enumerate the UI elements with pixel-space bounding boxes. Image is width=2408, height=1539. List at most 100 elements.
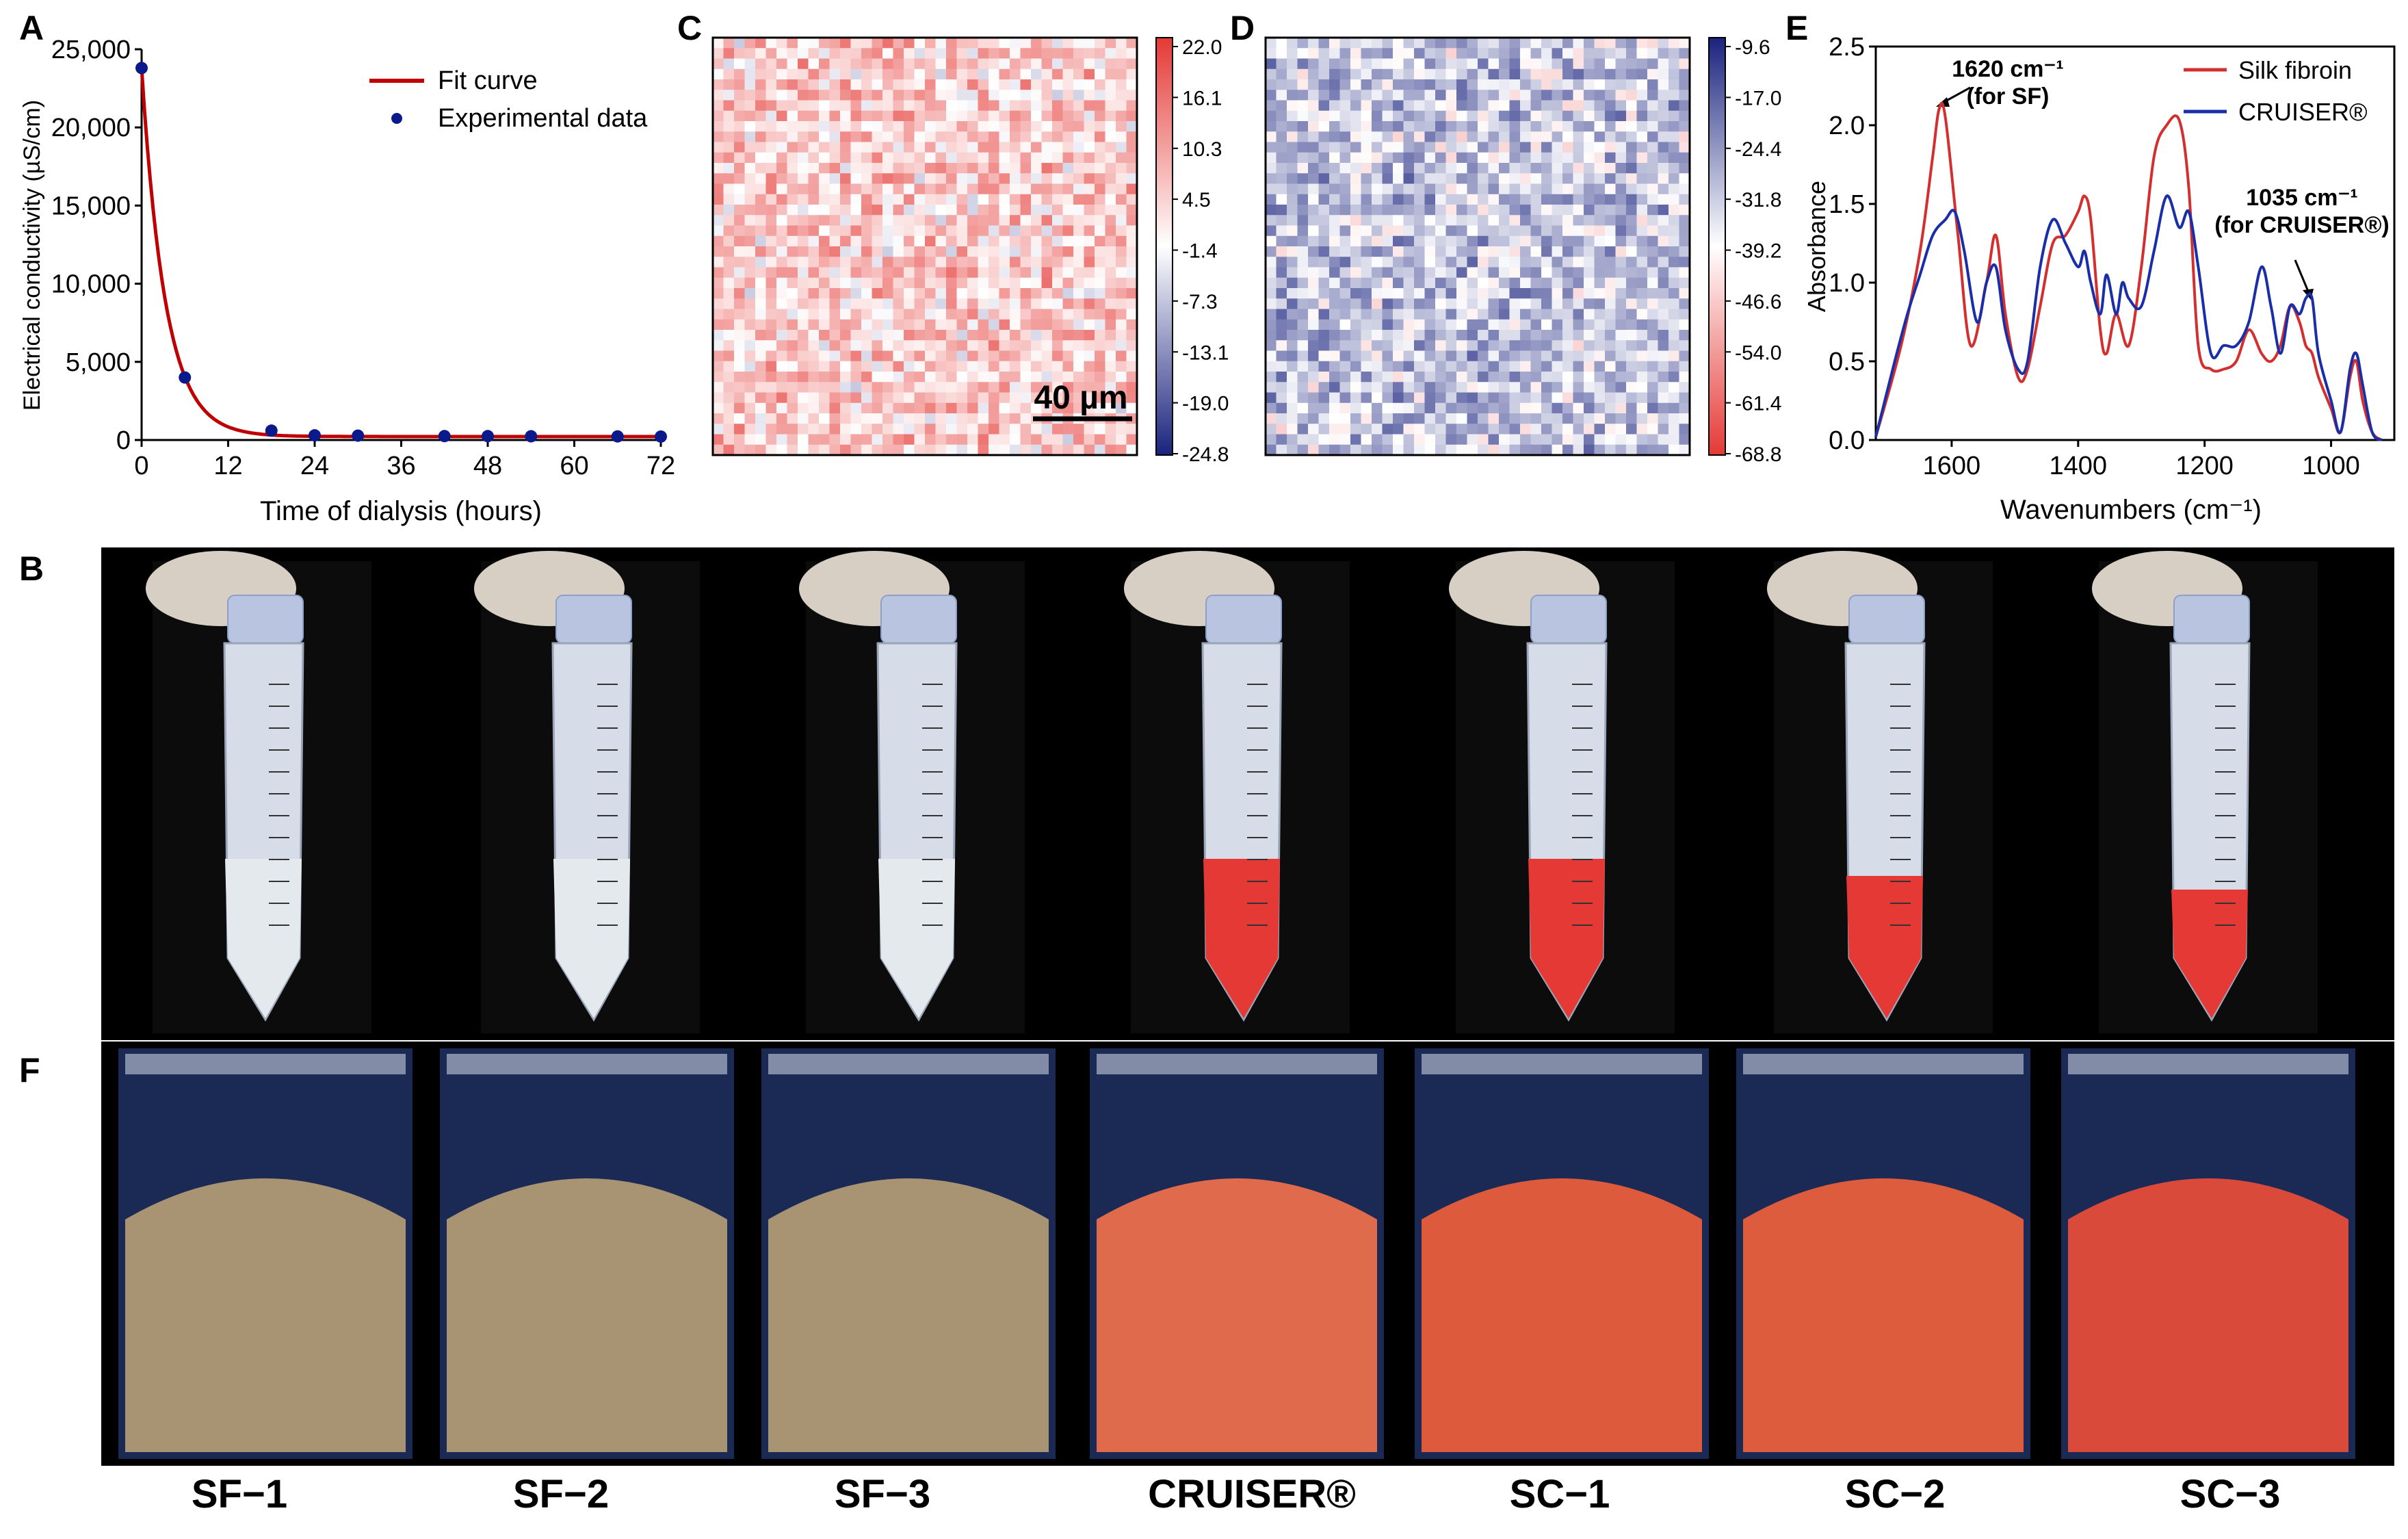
heatmap-cell (1509, 79, 1521, 90)
heatmap-cell (1573, 267, 1584, 279)
chart-e-y-tick-label: 1.0 (1829, 269, 1865, 298)
heatmap-cell (935, 48, 947, 60)
heatmap-cell (787, 79, 798, 90)
heatmap-cell (1361, 58, 1372, 70)
heatmap-cell (1562, 100, 1574, 112)
heatmap-cell (840, 424, 852, 435)
heatmap-cell (850, 361, 862, 372)
heatmap-cell (819, 277, 830, 289)
heatmap-cell (1052, 340, 1064, 352)
heatmap-cell (978, 152, 989, 164)
heatmap-cell (1062, 58, 1074, 70)
heatmap-cell (1062, 121, 1074, 132)
heatmap-cell (1626, 205, 1638, 216)
heatmap-cell (999, 424, 1010, 435)
heatmap-cell (1116, 225, 1127, 237)
heatmap-cell (1287, 58, 1298, 70)
heatmap-cell (829, 277, 841, 289)
heatmap-cell (893, 309, 904, 320)
heatmap-cell (776, 90, 788, 101)
heatmap-cell (989, 340, 1000, 352)
heatmap-cell (713, 361, 724, 372)
heatmap-cell (840, 277, 852, 289)
heatmap-cell (1488, 205, 1500, 216)
heatmap-cell (1084, 194, 1095, 205)
heatmap-cell (1605, 163, 1617, 174)
chart-e-y-tick-label: 0.0 (1829, 426, 1865, 455)
heatmap-cell (1414, 163, 1426, 174)
heatmap-cell (1116, 319, 1127, 331)
heatmap-cell (840, 246, 852, 257)
map-c-colorbar-ticks: 22.016.110.34.5-1.4-7.3-13.1-19.0-24.8 (1173, 36, 1229, 466)
heatmap-cell (1552, 163, 1563, 174)
heatmap-cell (914, 194, 926, 205)
heatmap-cell (1456, 257, 1468, 268)
heatmap-cell (1668, 142, 1680, 153)
heatmap-cell (829, 121, 841, 132)
heatmap-cell (1594, 163, 1606, 174)
heatmap-cell (1562, 267, 1574, 279)
heatmap-cell (829, 361, 841, 372)
heatmap-cell (956, 444, 968, 456)
heatmap-cell (1393, 90, 1404, 101)
heatmap-cell (1062, 382, 1074, 393)
heatmap-cell (840, 298, 852, 310)
heatmap-cell (744, 330, 756, 341)
heatmap-cell (734, 277, 746, 289)
heatmap-cell (1041, 444, 1053, 456)
heatmap-cell (1041, 340, 1053, 352)
heatmap-cell (765, 58, 777, 70)
heatmap-cell (829, 79, 841, 90)
heatmap-cell (787, 402, 798, 414)
heatmap-cell (1478, 267, 1489, 279)
heatmap-cell (1403, 152, 1415, 164)
heatmap-cell (840, 100, 852, 112)
heatmap-cell (1266, 131, 1277, 143)
heatmap-cell (935, 257, 947, 268)
heatmap-cell (808, 246, 820, 257)
heatmap-cell (734, 225, 746, 237)
data-point (309, 429, 321, 442)
heatmap-cell (1626, 110, 1638, 122)
heatmap-cell (1297, 68, 1309, 80)
heatmap-cell (798, 121, 809, 132)
heatmap-cell (914, 131, 926, 143)
heatmap-cell (723, 267, 735, 279)
heatmap-cell (1647, 90, 1659, 101)
silk-fibroin-spectrum (1874, 101, 2383, 441)
heatmap-cell (755, 152, 767, 164)
heatmap-cell (819, 330, 830, 341)
heatmap-cell (1031, 142, 1043, 153)
heatmap-cell (1126, 235, 1138, 247)
heatmap-cell (808, 382, 820, 393)
heatmap-cell (1031, 309, 1043, 320)
heatmap-cell (1350, 215, 1362, 227)
heatmap-cell (1010, 424, 1021, 435)
heatmap-cell (1520, 246, 1532, 257)
heatmap-cell (1266, 173, 1277, 185)
heatmap-cell (1361, 90, 1372, 101)
heatmap-cell (999, 163, 1010, 174)
heatmap-cell (765, 444, 777, 456)
heatmap-cell (925, 434, 937, 445)
heatmap-cell (1308, 110, 1320, 122)
heatmap-cell (1052, 424, 1064, 435)
heatmap-cell (1382, 152, 1393, 164)
heatmap-cell (1062, 173, 1074, 185)
heatmap-cell (1403, 131, 1415, 143)
heatmap-cell (999, 361, 1010, 372)
heatmap-cell (1372, 100, 1383, 112)
heatmap-cell (1445, 225, 1457, 237)
heatmap-cell (1499, 205, 1510, 216)
heatmap-cell (1116, 68, 1127, 80)
heatmap-cell (1488, 257, 1500, 268)
heatmap-cell (1509, 205, 1521, 216)
heatmap-cell (1010, 444, 1021, 456)
heatmap-cell (935, 90, 947, 101)
heatmap-cell (819, 298, 830, 310)
heatmap-cell (904, 277, 915, 289)
heatmap-cell (1287, 173, 1298, 185)
heatmap-cell (1329, 215, 1341, 227)
heatmap-cell (1041, 58, 1053, 70)
heatmap-cell (882, 235, 894, 247)
